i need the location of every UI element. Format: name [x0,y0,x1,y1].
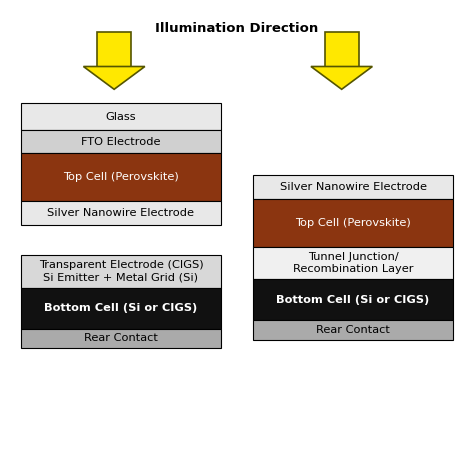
Bar [21,329,221,348]
Text: Bottom Cell (Si or CIGS): Bottom Cell (Si or CIGS) [276,295,429,305]
Text: Silver Nanowire Electrode: Silver Nanowire Electrode [280,182,427,192]
Bar [21,153,221,201]
Text: Bottom Cell (Si or CIGS): Bottom Cell (Si or CIGS) [45,303,198,313]
Polygon shape [83,66,145,89]
Bar [253,175,453,199]
Text: Transparent Electrode (CIGS)
Si Emitter + Metal Grid (Si): Transparent Electrode (CIGS) Si Emitter … [39,260,203,283]
Bar [97,32,131,66]
Text: Glass: Glass [106,112,137,122]
Text: Silver Nanowire Electrode: Silver Nanowire Electrode [47,208,194,218]
Bar [253,321,453,340]
Bar [325,32,359,66]
Bar [21,255,221,288]
Bar [21,288,221,329]
Bar [21,103,221,130]
Bar [21,201,221,225]
Text: Illumination Direction: Illumination Direction [155,22,319,35]
Text: Top Cell (Perovskite): Top Cell (Perovskite) [63,172,179,182]
Text: Rear Contact: Rear Contact [316,325,390,335]
Polygon shape [311,66,373,89]
Bar [253,279,453,321]
Bar [253,199,453,247]
Text: Rear Contact: Rear Contact [84,333,158,343]
Text: Tunnel Junction/
Recombination Layer: Tunnel Junction/ Recombination Layer [293,252,413,275]
Text: Top Cell (Perovskite): Top Cell (Perovskite) [295,218,411,228]
Text: FTO Electrode: FTO Electrode [81,137,161,147]
Bar [21,130,221,153]
Bar [253,247,453,279]
